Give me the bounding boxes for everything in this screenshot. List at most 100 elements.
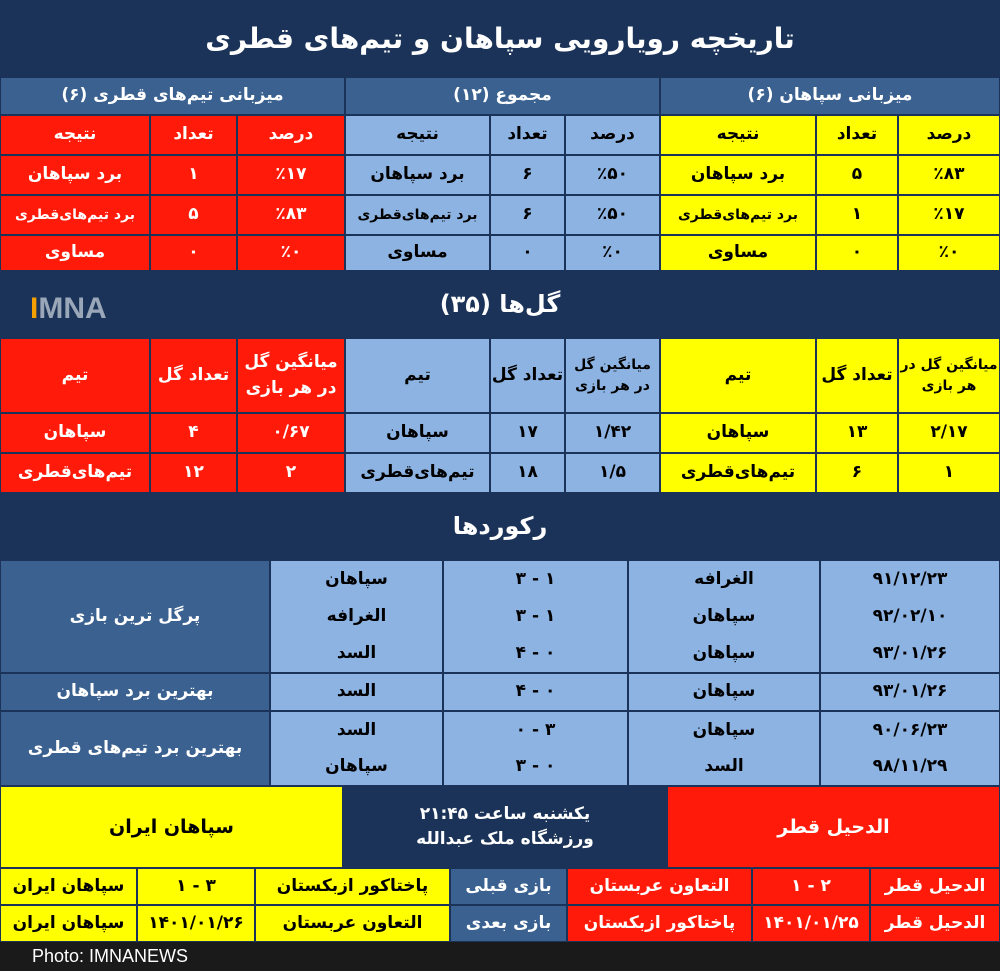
- team2-cell: السد: [336, 681, 377, 702]
- record-column: ۴ - ۰: [443, 673, 628, 711]
- score-cell: ۳ - ۰: [515, 756, 556, 776]
- home-team-cell: الدحیل قطر: [870, 868, 1000, 905]
- date-cell: ۹۰/۰۶/۲۳: [872, 719, 948, 740]
- record-column: سپاهان الغرافه السد: [270, 560, 443, 673]
- result-cell: برد تیم‌های‌قطری: [345, 195, 490, 235]
- col-header: میانگین گل در هر بازی: [565, 338, 660, 413]
- team1-cell: سپاهان: [692, 719, 756, 740]
- score-date-cell: ۱ - ۳: [137, 868, 255, 905]
- match-info: یکشنبه ساعت ۲۱:۴۵ ورزشگاه ملک عبدالله: [343, 786, 667, 868]
- team2-cell: سپاهان: [325, 568, 388, 589]
- team2-cell: السد: [336, 719, 377, 740]
- opponent-cell: التعاون عربستان: [567, 868, 752, 905]
- count-cell: ۶: [490, 195, 565, 235]
- avg-goals-cell: ۲/۱۷: [898, 413, 1000, 453]
- goals-count-cell: ۱۳: [816, 413, 898, 453]
- result-cell: مساوی: [0, 235, 150, 271]
- match-time: یکشنبه ساعت ۲۱:۴۵: [419, 803, 591, 824]
- result-cell: مساوی: [345, 235, 490, 271]
- percent-cell: ٪۵۰: [565, 155, 660, 195]
- team-cell: تیم‌های‌قطری: [345, 453, 490, 493]
- section-header-sepahan-home: میزبانی سپاهان (۶): [660, 77, 1000, 115]
- result-cell: برد سپاهان: [660, 155, 816, 195]
- record-group: ۹۱/۱۲/۲۳ ۹۲/۰۲/۱۰ ۹۳/۰۱/۲۶ الغرافه سپاهان سپا…: [0, 560, 1000, 673]
- opponent-cell: پاختاکور ازبکستان: [567, 905, 752, 942]
- opponent-cell: التعاون عربستان: [255, 905, 450, 942]
- record-label: پرگل ترین بازی: [0, 560, 270, 673]
- team-cell: تیم‌های‌قطری: [0, 453, 150, 493]
- results-section-headers: میزبانی سپاهان (۶) مجموع (۱۲) میزبانی تی…: [0, 77, 1000, 115]
- home-team-cell: الدحیل قطر: [870, 905, 1000, 942]
- date-cell: ۹۲/۰۲/۱۰: [872, 605, 948, 626]
- record-label: بهترین برد سپاهان: [0, 673, 270, 711]
- team2-cell: سپاهان: [325, 756, 388, 776]
- photo-credit: Photo: IMNANEWS: [0, 942, 1000, 971]
- date-cell: ۹۸/۱۱/۲۹: [872, 756, 948, 776]
- count-cell: ۵: [150, 195, 237, 235]
- col-header: نتیجه: [0, 115, 150, 155]
- form-row: الدحیل قطر ۱ - ۲ التعاون عربستان بازی قبلی پ…: [0, 868, 1000, 905]
- col-header: تعداد گل: [490, 338, 565, 413]
- count-cell: ۱: [816, 195, 898, 235]
- col-header: تعداد گل: [816, 338, 898, 413]
- record-group: ۹۳/۰۱/۲۶ سپاهان ۴ - ۰ السد بهترین برد سپاهان: [0, 673, 1000, 711]
- col-header: تیم: [345, 338, 490, 413]
- imna-logo: IMNA: [30, 292, 107, 325]
- goals-count-cell: ۶: [816, 453, 898, 493]
- avg-goals-cell: ۱/۵: [565, 453, 660, 493]
- percent-cell: ٪۰: [237, 235, 345, 271]
- date-cell: ۹۱/۱۲/۲۳: [872, 568, 948, 589]
- form-row: الدحیل قطر ۱۴۰۱/۰۱/۲۵ پاختاکور ازبکستان باز…: [0, 905, 1000, 942]
- col-header: تعداد: [490, 115, 565, 155]
- score-cell: ۴ - ۰: [515, 642, 556, 663]
- record-group: ۹۰/۰۶/۲۳ ۹۸/۱۱/۲۹ سپاهان السد ۰ - ۳ ۳ - ۰ السد…: [0, 711, 1000, 786]
- goals-count-cell: ۱۲: [150, 453, 237, 493]
- team-cell: سپاهان: [0, 413, 150, 453]
- goals-count-cell: ۱۷: [490, 413, 565, 453]
- record-column: ۹۱/۱۲/۲۳ ۹۲/۰۲/۱۰ ۹۳/۰۱/۲۶: [820, 560, 1000, 673]
- avg-goals-cell: ۰/۶۷: [237, 413, 345, 453]
- goals-col-headers: میانگین گل در هر بازی تعداد گل تیم میانگ…: [0, 338, 1000, 413]
- result-cell: برد تیم‌های‌قطری: [660, 195, 816, 235]
- col-header: میانگین گل در هر بازی: [898, 338, 1000, 413]
- score-cell: ۴ - ۰: [515, 681, 556, 702]
- goals-count-cell: ۱۸: [490, 453, 565, 493]
- section-header-qatar-home: میزبانی تیم‌های قطری (۶): [0, 77, 345, 115]
- goals-row: ۲/۱۷ ۱۳ سپاهان ۱/۴۲ ۱۷ سپاهان ۰/۶۷ ۴ سپاهان: [0, 413, 1000, 453]
- team2-cell: السد: [336, 642, 377, 663]
- score-date-cell: ۱۴۰۱/۰۱/۲۶: [137, 905, 255, 942]
- goals-count-cell: ۴: [150, 413, 237, 453]
- record-column: ۹۳/۰۱/۲۶: [820, 673, 1000, 711]
- team-cell: تیم‌های‌قطری: [660, 453, 816, 493]
- avg-goals-cell: ۱: [898, 453, 1000, 493]
- col-header: نتیجه: [660, 115, 816, 155]
- col-header: تعداد: [816, 115, 898, 155]
- col-header: تیم: [0, 338, 150, 413]
- away-team-cell: سپاهان ایران: [0, 868, 137, 905]
- team-cell: سپاهان: [345, 413, 490, 453]
- team1-cell: سپاهان: [692, 681, 756, 702]
- count-cell: ۱: [150, 155, 237, 195]
- score-cell: ۳ - ۱: [515, 605, 556, 626]
- records-title: رکوردها: [0, 492, 1000, 560]
- col-header: میانگین گل در هر بازی: [237, 338, 345, 413]
- avg-goals-cell: ۱/۴۲: [565, 413, 660, 453]
- percent-cell: ٪۸۳: [898, 155, 1000, 195]
- away-team: سپاهان ایران: [0, 786, 343, 868]
- team1-cell: السد: [704, 756, 744, 776]
- score-cell: ۳ - ۱: [515, 568, 556, 589]
- home-team: الدحیل قطر: [667, 786, 1000, 868]
- match-venue: ورزشگاه ملک عبدالله: [416, 829, 594, 849]
- percent-cell: ٪۸۳: [237, 195, 345, 235]
- form-label: بازی بعدی: [450, 905, 567, 942]
- record-column: السد سپاهان: [270, 711, 443, 786]
- record-column: الغرافه سپاهان سپاهان: [628, 560, 820, 673]
- col-header: درصد: [237, 115, 345, 155]
- team2-cell: الغرافه: [326, 605, 387, 626]
- record-column: سپاهان السد: [628, 711, 820, 786]
- percent-cell: ٪۵۰: [565, 195, 660, 235]
- record-column: ۹۰/۰۶/۲۳ ۹۸/۱۱/۲۹: [820, 711, 1000, 786]
- results-row: ٪۱۷ ۱ برد تیم‌های‌قطری ٪۵۰ ۶ برد تیم‌های‌قطری…: [0, 195, 1000, 235]
- team1-cell: الغرافه: [694, 568, 754, 589]
- result-cell: برد سپاهان: [0, 155, 150, 195]
